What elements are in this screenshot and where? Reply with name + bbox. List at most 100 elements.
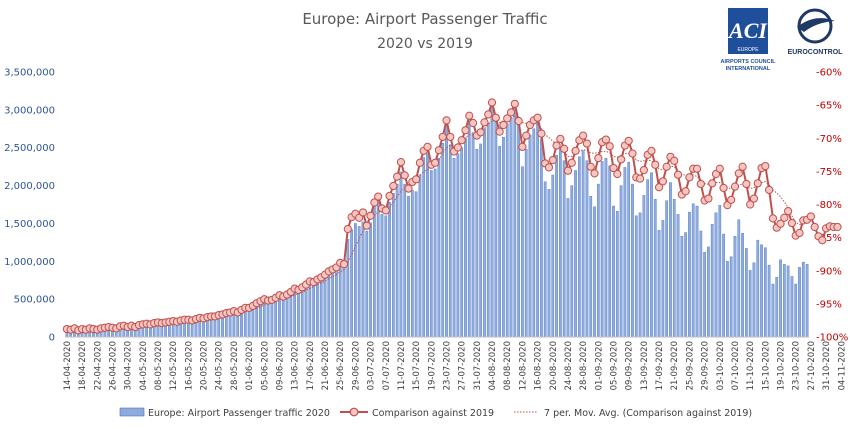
bar (342, 264, 346, 338)
right-axis-tick-label: -60% (816, 68, 842, 79)
bar (247, 307, 251, 338)
comparison-point (806, 212, 816, 221)
bar (543, 181, 547, 338)
bar (650, 172, 653, 338)
x-axis-tick-label: 04-08-2020 (488, 341, 498, 390)
aci-logo-mark: ACI (727, 18, 768, 43)
comparison-point (734, 169, 743, 178)
bar (232, 311, 236, 338)
comparison-point (579, 131, 588, 140)
bar (479, 143, 483, 338)
bar (509, 117, 513, 338)
comparison-point (768, 214, 778, 223)
comparison-point (776, 219, 785, 228)
x-axis-tick-label: 22-04-2020 (93, 341, 103, 390)
bar (373, 206, 376, 338)
x-axis-tick-label: 25-09-2020 (685, 341, 695, 390)
comparison-point (503, 114, 512, 123)
bar (623, 167, 627, 338)
bar (418, 174, 422, 338)
comparison-point (358, 208, 368, 217)
comparison-point (685, 173, 694, 182)
comparison-point (339, 260, 349, 269)
comparison-point (833, 222, 842, 232)
bar (300, 288, 304, 338)
bar (680, 236, 684, 338)
bar (399, 171, 403, 338)
bar (782, 264, 786, 338)
left-axis-tick-label: 3,500,000 (4, 68, 55, 79)
right-axis-tick-label: -90% (816, 266, 842, 277)
bar-series (65, 104, 809, 338)
bar (779, 259, 782, 338)
bar (631, 183, 634, 338)
comparison-point (453, 143, 462, 152)
bar (467, 114, 471, 338)
bar (308, 283, 312, 338)
comparison-point (446, 132, 455, 142)
bar (745, 248, 748, 338)
bar (513, 105, 517, 338)
bar (559, 146, 562, 338)
bar (547, 189, 551, 338)
comparison-point (480, 118, 489, 127)
x-axis-tick-label: 08-05-2020 (154, 341, 164, 390)
bar (448, 144, 452, 338)
x-axis-tick-label: 11-10-2020 (746, 341, 756, 390)
comparison-point (746, 200, 755, 209)
x-axis-tick-label: 14-04-2020 (63, 341, 73, 390)
comparison-point (518, 142, 527, 151)
left-axis-tick-label: 2,000,000 (4, 181, 55, 192)
bar (289, 290, 293, 338)
x-axis-tick-label: 12-05-2020 (169, 341, 179, 390)
bar (505, 123, 509, 338)
comparison-point (651, 160, 660, 169)
comparison-point (590, 169, 599, 178)
comparison-point (681, 187, 690, 196)
comparison-point (818, 236, 827, 245)
bar (627, 161, 631, 338)
comparison-point (795, 228, 804, 238)
bar (688, 211, 691, 338)
bar (574, 170, 577, 338)
bar (460, 147, 464, 338)
x-axis-tick-label: 05-06-2020 (260, 341, 270, 390)
left-axis-tick-label: 500,000 (14, 295, 55, 306)
bar (335, 269, 338, 338)
bar (517, 123, 520, 338)
x-axis-tick-label: 31-10-2020 (822, 341, 832, 390)
comparison-point (742, 179, 751, 189)
x-axis-tick-label: 29-06-2020 (351, 341, 361, 390)
legend-label-moving-average: 7 per. Mov. Avg. (Comparison against 201… (544, 408, 752, 419)
x-axis-tick-label: 07-07-2020 (382, 341, 392, 390)
bar (388, 202, 391, 338)
comparison-point (639, 165, 648, 175)
comparison-point (400, 171, 409, 180)
chart-subtitle: 2020 vs 2019 (377, 36, 473, 52)
x-axis-tick-label: 09-06-2020 (275, 341, 285, 390)
x-axis-tick-label: 20-05-2020 (200, 341, 210, 390)
x-axis-tick-label: 24-08-2020 (564, 341, 574, 390)
bar (266, 299, 270, 338)
comparison-point (617, 155, 626, 164)
x-axis-tick-label: 20-08-2020 (549, 341, 559, 390)
bar (528, 134, 532, 338)
x-axis-tick-label: 01-06-2020 (245, 341, 255, 390)
comparison-point (514, 116, 523, 126)
comparison-point (670, 156, 679, 165)
bar (327, 272, 331, 338)
right-axis-tick-label: -65% (816, 101, 842, 112)
bar (570, 185, 574, 338)
bar (714, 212, 718, 338)
comparison-point (396, 158, 406, 167)
bar (707, 246, 710, 338)
bar (748, 270, 752, 338)
comparison-point (628, 149, 637, 158)
bar (312, 282, 315, 338)
comparison-point (567, 158, 576, 167)
bar (653, 199, 657, 338)
comparison-point (727, 195, 736, 204)
bar (319, 277, 323, 338)
comparison-point (552, 141, 561, 150)
bar (331, 270, 334, 338)
